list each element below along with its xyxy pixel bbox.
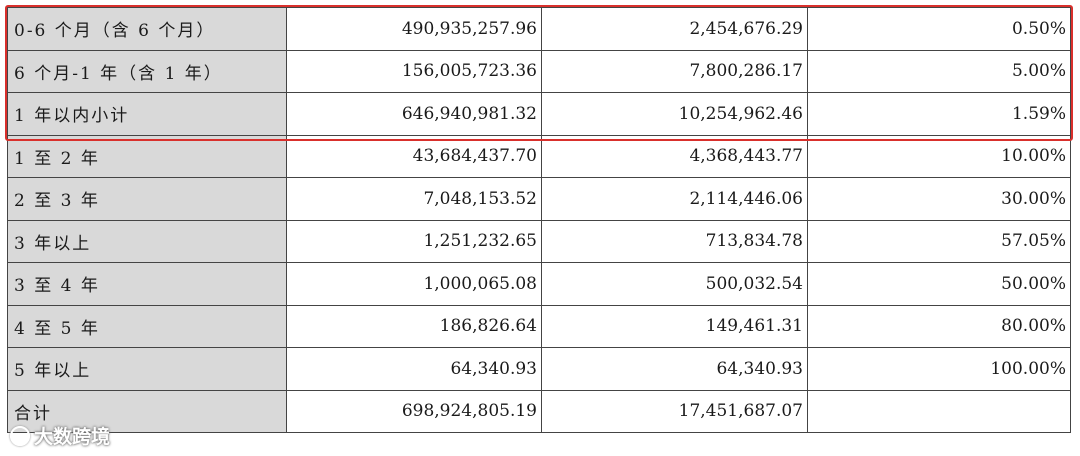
table-row: 0-6 个月（含 6 个月） 490,935,257.96 2,454,676.…	[7, 7, 1071, 51]
row-label: 5 年以上	[7, 347, 287, 391]
table-row: 4 至 5 年 186,826.64 149,461.31 80.00%	[7, 304, 1071, 348]
table-row: 1 年以内小计 646,940,981.32 10,254,962.46 1.5…	[7, 92, 1071, 136]
table-row-total: 合计 698,924,805.19 17,451,687.07	[7, 389, 1071, 433]
provision-cell: 17,451,687.07	[541, 389, 808, 433]
table-row: 1 至 2 年 43,684,437.70 4,368,443.77 10.00…	[7, 134, 1071, 178]
row-label: 0-6 个月（含 6 个月）	[7, 7, 287, 51]
balance-cell: 64,340.93	[286, 347, 542, 391]
table-row: 2 至 3 年 7,048,153.52 2,114,446.06 30.00%	[7, 177, 1071, 221]
row-label: 4 至 5 年	[7, 304, 287, 348]
balance-cell: 43,684,437.70	[286, 134, 542, 178]
ratio-cell: 5.00%	[807, 49, 1071, 93]
row-label: 3 至 4 年	[7, 262, 287, 306]
row-label: 6 个月-1 年（含 1 年）	[7, 49, 287, 93]
table-row: 3 至 4 年 1,000,065.08 500,032.54 50.00%	[7, 262, 1071, 306]
provision-cell: 2,114,446.06	[541, 177, 808, 221]
balance-cell: 7,048,153.52	[286, 177, 542, 221]
watermark-text: 大数跨境	[34, 426, 111, 448]
table-row: 6 个月-1 年（含 1 年） 156,005,723.36 7,800,286…	[7, 49, 1071, 93]
ratio-cell: 1.59%	[807, 92, 1071, 136]
balance-cell: 1,000,065.08	[286, 262, 542, 306]
provision-cell: 10,254,962.46	[541, 92, 808, 136]
watermark-logo-icon	[10, 425, 30, 446]
balance-cell: 646,940,981.32	[286, 92, 542, 136]
provision-cell: 500,032.54	[541, 262, 808, 306]
ratio-cell: 80.00%	[807, 304, 1071, 348]
balance-cell: 156,005,723.36	[286, 49, 542, 93]
provision-cell: 149,461.31	[541, 304, 808, 348]
ratio-cell	[807, 389, 1071, 433]
ratio-cell: 30.00%	[807, 177, 1071, 221]
provision-cell: 713,834.78	[541, 219, 808, 263]
row-label: 2 至 3 年	[7, 177, 287, 221]
aging-table: 0-6 个月（含 6 个月） 490,935,257.96 2,454,676.…	[7, 7, 1071, 433]
row-label: 3 年以上	[7, 219, 287, 263]
row-label: 1 至 2 年	[7, 134, 287, 178]
ratio-cell: 57.05%	[807, 219, 1071, 263]
ratio-cell: 0.50%	[807, 7, 1071, 51]
provision-cell: 4,368,443.77	[541, 134, 808, 178]
balance-cell: 698,924,805.19	[286, 389, 542, 433]
table-row: 3 年以上 1,251,232.65 713,834.78 57.05%	[7, 219, 1071, 263]
balance-cell: 1,251,232.65	[286, 219, 542, 263]
balance-cell: 186,826.64	[286, 304, 542, 348]
row-label: 合计	[7, 389, 287, 433]
row-label: 1 年以内小计	[7, 92, 287, 136]
table-row: 5 年以上 64,340.93 64,340.93 100.00%	[7, 347, 1071, 391]
ratio-cell: 10.00%	[807, 134, 1071, 178]
provision-cell: 7,800,286.17	[541, 49, 808, 93]
ratio-cell: 50.00%	[807, 262, 1071, 306]
provision-cell: 2,454,676.29	[541, 7, 808, 51]
provision-cell: 64,340.93	[541, 347, 808, 391]
ratio-cell: 100.00%	[807, 347, 1071, 391]
balance-cell: 490,935,257.96	[286, 7, 542, 51]
watermark: 大数跨境	[10, 422, 110, 449]
